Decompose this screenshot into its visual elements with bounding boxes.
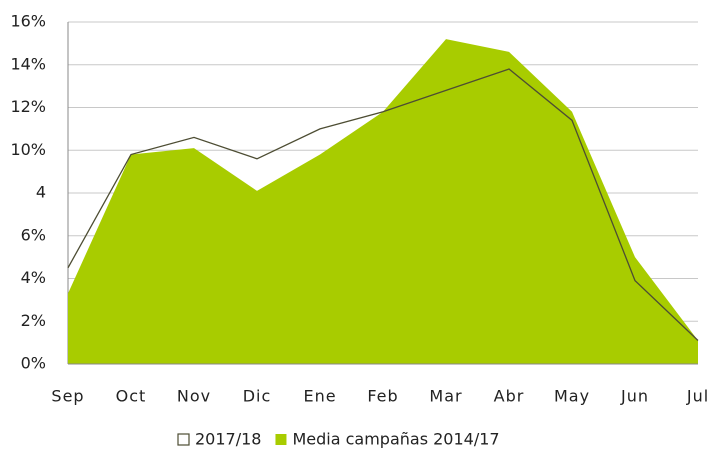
y-tick-label: 2% — [21, 311, 46, 330]
x-tick-label: Abr — [494, 387, 525, 406]
y-tick-label: 4 — [36, 183, 46, 202]
x-tick-label: May — [554, 387, 590, 406]
x-tick-label: Jul — [686, 387, 709, 406]
area — [68, 39, 698, 364]
y-tick-label: 0% — [21, 354, 46, 373]
legend-label: 2017/18 — [195, 430, 261, 449]
x-tick-label: Jun — [620, 387, 649, 406]
legend-label: Media campañas 2014/17 — [292, 430, 499, 449]
y-tick-label: 4% — [21, 268, 46, 287]
x-tick-label: Sep — [51, 387, 84, 406]
legend-swatch — [177, 433, 190, 446]
legend: 2017/18 Media campañas 2014/17 — [177, 430, 500, 449]
legend-swatch — [275, 434, 287, 445]
line — [67, 68, 699, 341]
x-tick-label: Oct — [116, 387, 147, 406]
x-tick-label: Mar — [429, 387, 462, 406]
y-tick-label: 16% — [10, 12, 46, 31]
x-tick-label: Feb — [367, 387, 398, 406]
y-tick-label: 14% — [10, 54, 46, 73]
y-tick-label: 6% — [21, 225, 46, 244]
x-tick-label: Nov — [177, 387, 211, 406]
y-tick-label: 12% — [10, 97, 46, 116]
x-tick-label: Dic — [243, 387, 272, 406]
x-tick-label: Ene — [303, 387, 336, 406]
y-tick-label: 10% — [10, 140, 46, 159]
